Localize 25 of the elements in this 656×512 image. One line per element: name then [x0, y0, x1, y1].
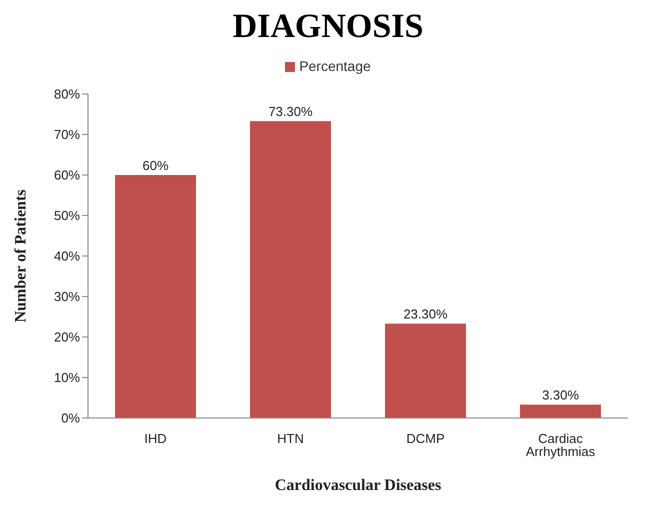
bar — [250, 121, 331, 418]
legend-label: Percentage — [299, 58, 371, 74]
y-tick-label: 10% — [54, 370, 80, 386]
y-tick-label: 60% — [54, 168, 80, 183]
bar — [385, 324, 466, 418]
x-tick-label: Cardiac Arrhythmias — [526, 431, 596, 460]
data-label: 23.30% — [403, 306, 448, 322]
x-tick-label: DCMP — [406, 431, 445, 446]
x-tick-label: IHD — [144, 431, 167, 446]
x-tick-label: HTN — [277, 431, 304, 446]
y-tick-label: 70% — [54, 127, 80, 142]
data-label: 3.30% — [542, 388, 580, 403]
x-axis-title: Cardiovascular Diseases — [274, 477, 442, 494]
y-axis-title: Number of Patients — [12, 189, 30, 323]
y-tick-label: 80% — [54, 86, 80, 102]
data-label: 60% — [142, 158, 169, 173]
y-tick-label: 50% — [54, 208, 80, 224]
y-tick-label: 40% — [54, 248, 80, 264]
chart-title: DIAGNOSIS — [232, 8, 424, 47]
bar — [115, 175, 196, 418]
bar — [520, 404, 601, 418]
y-tick-label: 30% — [54, 289, 80, 304]
y-tick-label: 0% — [61, 410, 80, 426]
data-label: 73.30% — [268, 104, 313, 120]
y-tick-label: 20% — [54, 330, 80, 345]
